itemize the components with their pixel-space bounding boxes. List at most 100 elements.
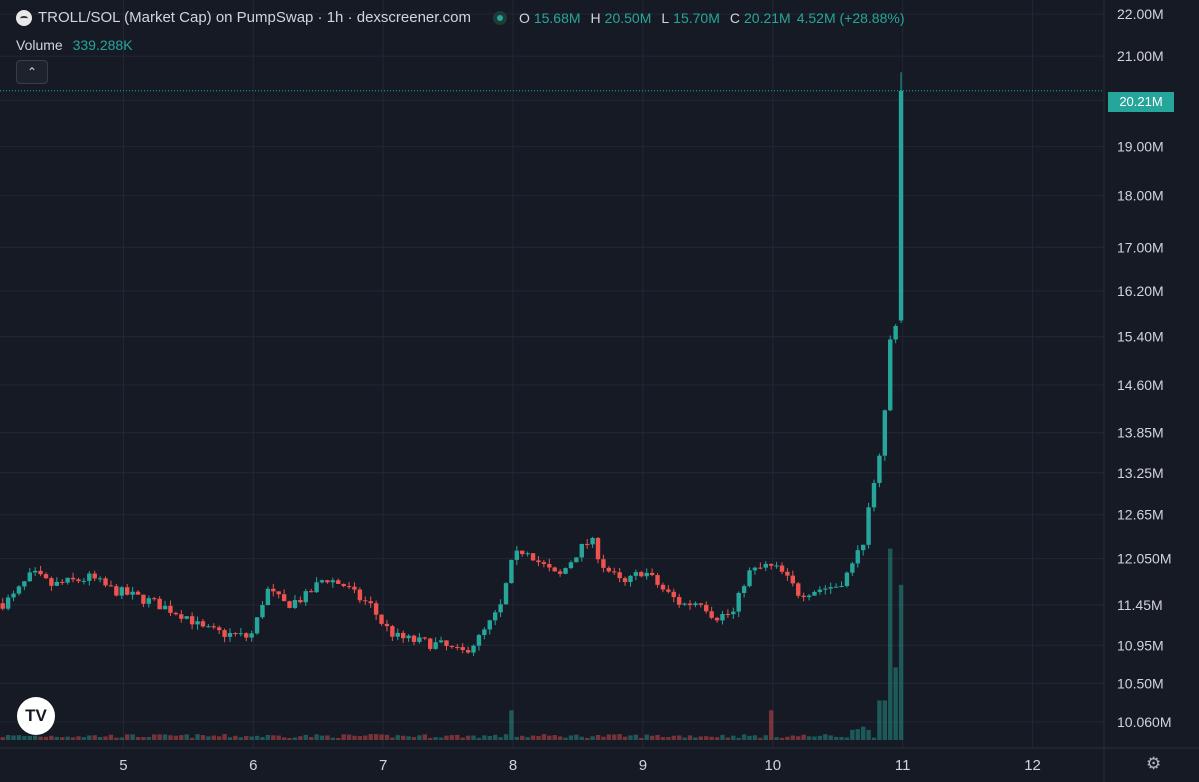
candle-body xyxy=(595,537,601,560)
candle-body xyxy=(363,600,368,602)
y-tick-label: 12.65M xyxy=(1117,507,1164,523)
candle-body xyxy=(244,633,249,638)
candle-body xyxy=(676,597,682,605)
candle-body xyxy=(547,564,552,568)
candle-body xyxy=(173,612,179,615)
candle-body xyxy=(38,570,43,575)
candle-body xyxy=(249,633,254,638)
volume-bar xyxy=(893,667,898,740)
volume-bar xyxy=(741,734,747,740)
tradingview-logo-icon[interactable]: TV xyxy=(17,697,55,735)
volume-bar xyxy=(162,734,168,740)
ohlc-value-o: 15.68M xyxy=(533,9,581,26)
volume-legend: Volume 339.288K xyxy=(16,37,133,53)
candle-body xyxy=(806,595,812,598)
x-tick-label: 5 xyxy=(119,757,127,774)
candle-body xyxy=(579,543,584,558)
volume-bar xyxy=(271,735,276,740)
volume-bar xyxy=(119,737,124,740)
volume-bar xyxy=(541,734,547,740)
candle-body xyxy=(22,581,27,587)
volume-bar xyxy=(222,734,227,740)
candle-body xyxy=(758,567,763,569)
candle-body xyxy=(552,567,557,572)
candle-body xyxy=(455,646,460,648)
candle-body xyxy=(633,572,639,576)
candle-body xyxy=(768,563,774,566)
gear-icon[interactable]: ⚙ xyxy=(1146,754,1162,773)
volume-bar xyxy=(43,736,49,740)
candle-body xyxy=(238,633,244,635)
market-status-icon xyxy=(492,10,507,25)
candle-body xyxy=(444,640,449,646)
candle-body xyxy=(54,581,60,586)
volume-bar xyxy=(146,737,152,740)
volume-bar xyxy=(292,737,298,740)
candle-body xyxy=(227,632,233,637)
volume-bar xyxy=(276,735,281,740)
candle-body xyxy=(179,614,184,619)
candle-body xyxy=(433,642,438,649)
volume-bar xyxy=(850,729,855,740)
volume-bar xyxy=(752,735,758,740)
volume-bar xyxy=(492,734,498,740)
volume-bar xyxy=(400,735,406,740)
volume-bar xyxy=(195,734,200,740)
candle-body xyxy=(271,588,276,592)
volume-bar xyxy=(698,736,704,740)
candle-body xyxy=(406,635,411,639)
candle-body xyxy=(460,647,465,651)
volume-bar xyxy=(725,737,731,740)
candle-body xyxy=(666,589,671,592)
candle-body xyxy=(411,635,417,642)
candle-body xyxy=(422,637,428,639)
candle-body xyxy=(828,587,833,589)
volume-bar xyxy=(417,735,422,740)
candle-body xyxy=(714,617,720,621)
candle-body xyxy=(617,572,622,579)
candle-body xyxy=(785,571,790,576)
volume-bar xyxy=(622,736,628,740)
candle-body xyxy=(222,630,227,637)
x-tick-label: 11 xyxy=(895,757,911,774)
candle-body xyxy=(103,578,108,586)
y-tick-label: 18.00M xyxy=(1117,188,1164,204)
volume-bar xyxy=(465,735,471,740)
volume-bar xyxy=(606,734,612,740)
candle-body xyxy=(839,585,844,587)
candle-body xyxy=(92,573,97,579)
candle-body xyxy=(741,586,747,593)
candle-body xyxy=(308,591,314,593)
volume-bar xyxy=(644,734,649,740)
volume-bar xyxy=(438,737,444,740)
volume-bar xyxy=(888,548,893,740)
candle-body xyxy=(482,629,487,636)
volume-bar xyxy=(514,736,520,740)
candle-body xyxy=(709,611,714,618)
candle-body xyxy=(763,563,768,568)
candle-body xyxy=(11,593,16,598)
candle-body xyxy=(498,604,503,613)
candle-body xyxy=(325,580,330,583)
candle-body xyxy=(341,583,346,587)
candle-body xyxy=(287,601,292,608)
volume-bar xyxy=(806,736,812,740)
candle-body xyxy=(871,482,877,508)
candle-body xyxy=(254,617,260,634)
volume-bar xyxy=(211,735,216,740)
volume-bar xyxy=(390,737,395,740)
collapse-legend-button[interactable]: ⌃ xyxy=(16,60,48,84)
candle-body xyxy=(465,650,471,653)
candle-body xyxy=(141,594,146,604)
x-tick-label: 6 xyxy=(249,757,257,774)
candle-body xyxy=(801,595,806,598)
volume-bar xyxy=(844,737,850,740)
volume-bar xyxy=(563,737,568,740)
volume-bar xyxy=(655,734,660,740)
symbol-legend: TROLL/SOL (Market Cap) on PumpSwap · 1h … xyxy=(16,9,911,26)
candle-body xyxy=(81,580,87,582)
volume-bar xyxy=(498,737,503,740)
volume-bar xyxy=(790,735,796,740)
